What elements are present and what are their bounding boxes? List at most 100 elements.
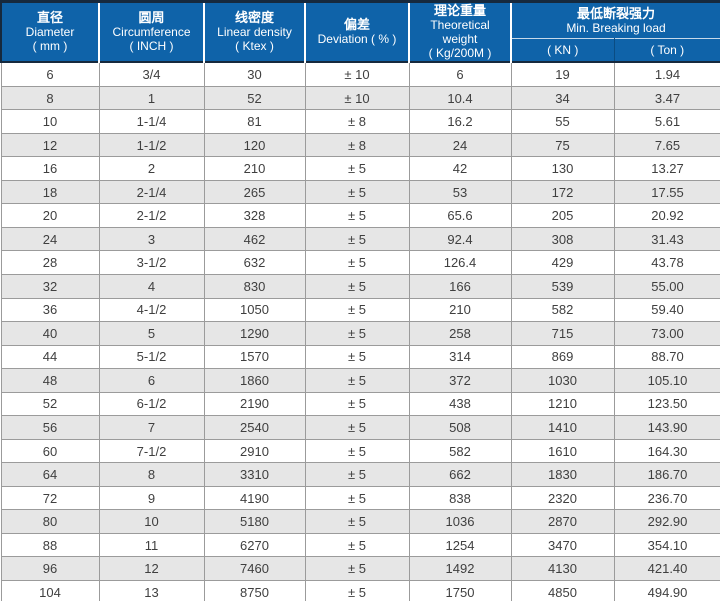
table-cell: 205 [510, 203, 615, 228]
table-cell: 3-1/2 [98, 250, 205, 276]
table-cell: 3 [98, 226, 205, 252]
table-row: 36 4-1/2 1050 ± 5 210 582 59.40 [0, 297, 720, 323]
table-cell: 4190 [203, 485, 306, 511]
table-cell: 105.10 [613, 368, 720, 393]
table-cell: 55.00 [613, 274, 720, 299]
table-cell: 6 [0, 60, 100, 87]
table-cell: 2910 [203, 438, 306, 464]
table-cell: 88.70 [613, 344, 720, 370]
table-cell: 104 [0, 579, 100, 601]
table-cell: ± 5 [304, 579, 410, 601]
table-cell: 164.30 [613, 438, 720, 464]
table-cell: 2-1/4 [98, 179, 205, 205]
table-cell: 539 [510, 274, 615, 299]
col-header-linear-density: 线密度 Linear density ( Ktex ) [203, 0, 306, 62]
table-cell: ± 5 [304, 415, 410, 440]
table-row: 12 1-1/2 120 ± 8 24 75 7.65 [0, 132, 720, 158]
table-cell: 1.94 [613, 60, 720, 87]
table-cell: ± 5 [304, 179, 410, 205]
table-cell: 5180 [203, 509, 306, 534]
table-cell: 9 [98, 485, 205, 511]
table-row: 80 10 5180 ± 5 1036 2870 292.90 [0, 509, 720, 534]
col-header-theoretical-weight-zh: 理论重量 [433, 3, 486, 18]
table-cell: 4-1/2 [98, 297, 205, 323]
table-cell: 52 [203, 85, 306, 111]
table-cell: 6-1/2 [98, 391, 205, 417]
table-row: 60 7-1/2 2910 ± 5 582 1610 164.30 [0, 438, 720, 464]
table-cell: 10.4 [408, 85, 512, 111]
col-header-linear-density-unit: ( Ktex ) [235, 39, 274, 53]
table-cell: 494.90 [613, 579, 720, 601]
table-row: 96 12 7460 ± 5 1492 4130 421.40 [0, 556, 720, 581]
col-header-circumference-zh: 圆周 [138, 10, 165, 25]
table-cell: 869 [510, 344, 615, 370]
table-cell: 6 [408, 60, 512, 87]
table-cell: 5-1/2 [98, 344, 205, 370]
col-header-deviation: 偏差 Deviation ( % ) [304, 0, 410, 62]
table-cell: 48 [0, 368, 100, 393]
col-subheader-kn-label: ( KN ) [547, 43, 579, 58]
table-row: 20 2-1/2 328 ± 5 65.6 205 20.92 [0, 203, 720, 228]
table-cell: 1410 [510, 415, 615, 440]
table-cell: 1 [98, 85, 205, 111]
table-cell: 12 [98, 556, 205, 581]
table-cell: 60 [0, 438, 100, 464]
table-cell: 2540 [203, 415, 306, 440]
table-cell: 55 [510, 109, 615, 134]
table-cell: 20 [0, 203, 100, 228]
header-row-main: 直径 Diameter ( mm ) 圆周 Circumference ( IN… [0, 0, 720, 62]
table-cell: 20.92 [613, 203, 720, 228]
table-cell: 1036 [408, 509, 512, 534]
table-cell: 508 [408, 415, 512, 440]
table-cell: 372 [408, 368, 512, 393]
table-cell: 2320 [510, 485, 615, 511]
table-row: 88 11 6270 ± 5 1254 3470 354.10 [0, 532, 720, 558]
col-subheader-ton-label: ( Ton ) [650, 43, 685, 58]
table-cell: 143.90 [613, 415, 720, 440]
table-row: 44 5-1/2 1570 ± 5 314 869 88.70 [0, 344, 720, 370]
table-row: 48 6 1860 ± 5 372 1030 105.10 [0, 368, 720, 393]
table-cell: 2 [98, 156, 205, 181]
table-row: 6 3/4 30 ± 10 6 19 1.94 [0, 60, 720, 87]
table-cell: ± 5 [304, 297, 410, 323]
table-cell: 830 [203, 274, 306, 299]
table-cell: 1492 [408, 556, 512, 581]
table-cell: 13 [98, 579, 205, 601]
col-header-linear-density-zh: 线密度 [234, 10, 274, 25]
col-header-circumference: 圆周 Circumference ( INCH ) [98, 0, 205, 62]
table-cell: 34 [510, 85, 615, 111]
table-cell: 123.50 [613, 391, 720, 417]
table-cell: 92.4 [408, 226, 512, 252]
table-row: 104 13 8750 ± 5 1750 4850 494.90 [0, 579, 720, 601]
table-cell: 16.2 [408, 109, 512, 134]
table-row: 10 1-1/4 81 ± 8 16.2 55 5.61 [0, 109, 720, 134]
col-header-diameter-zh: 直径 [36, 10, 63, 25]
table-cell: 126.4 [408, 250, 512, 276]
table-cell: 582 [408, 438, 512, 464]
table-cell: 1860 [203, 368, 306, 393]
table-row: 8 1 52 ± 10 10.4 34 3.47 [0, 85, 720, 111]
table-cell: 1050 [203, 297, 306, 323]
table-cell: 1750 [408, 579, 512, 601]
table-cell: 1570 [203, 344, 306, 370]
table-cell: 838 [408, 485, 512, 511]
table-row: 40 5 1290 ± 5 258 715 73.00 [0, 321, 720, 346]
table-cell: 7-1/2 [98, 438, 205, 464]
table-cell: ± 5 [304, 226, 410, 252]
header-row-sub: ( KN ) ( Ton ) [1, 38, 720, 62]
table-cell: 166 [408, 274, 512, 299]
table-cell: 24 [408, 132, 512, 158]
table-cell: 438 [408, 391, 512, 417]
table-cell: 1210 [510, 391, 615, 417]
table-header: 直径 Diameter ( mm ) 圆周 Circumference ( IN… [0, 0, 720, 62]
table-cell: ± 10 [304, 60, 410, 87]
col-header-diameter-en: Diameter [25, 25, 75, 39]
table-cell: ± 5 [304, 368, 410, 393]
table-cell: 56 [0, 415, 100, 440]
table-cell: ± 5 [304, 462, 410, 487]
table-cell: 17.55 [613, 179, 720, 205]
table-cell: 429 [510, 250, 615, 276]
table-cell: 43.78 [613, 250, 720, 276]
table-cell: 662 [408, 462, 512, 487]
